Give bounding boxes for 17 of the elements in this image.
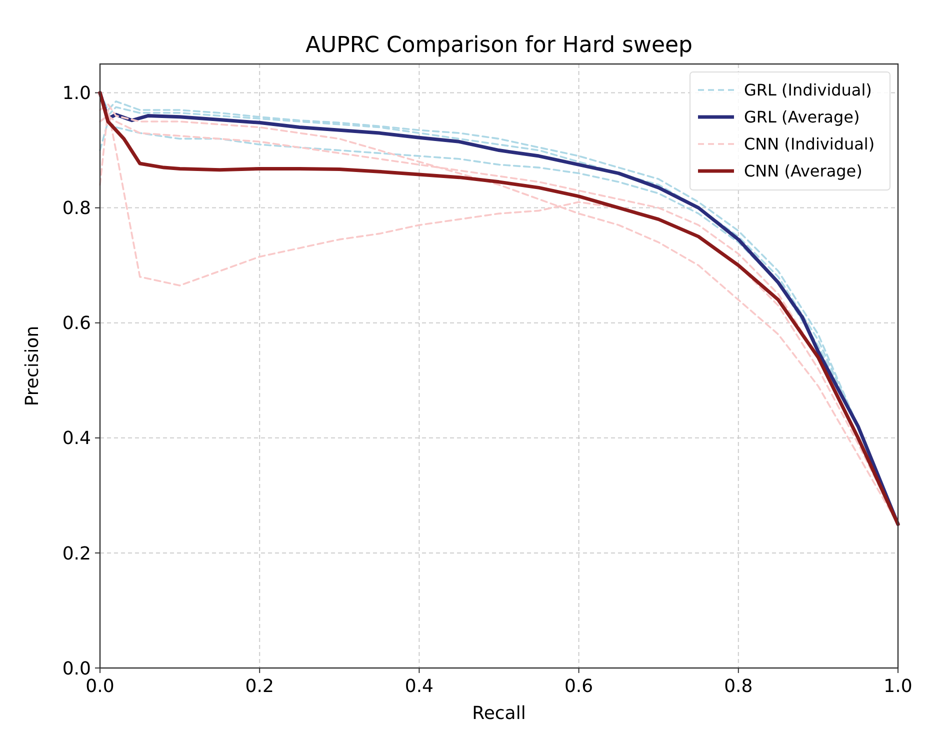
x-tick-label: 0.2 [245, 676, 274, 697]
y-tick-label: 1.0 [62, 83, 91, 104]
chart-title: AUPRC Comparison for Hard sweep [305, 33, 693, 58]
y-tick-label: 0.8 [62, 198, 91, 220]
legend-label: GRL (Average) [744, 108, 860, 127]
x-tick-label: 0.8 [724, 676, 753, 697]
y-tick-label: 0.4 [62, 428, 91, 450]
legend-label: CNN (Individual) [744, 134, 875, 154]
legend-label: GRL (Individual) [744, 80, 872, 100]
x-tick-label: 1.0 [884, 676, 912, 697]
legend-label: CNN (Average) [744, 162, 862, 181]
y-tick-label: 0.6 [62, 313, 91, 334]
y-axis-title: Precision [22, 326, 43, 406]
x-tick-label: 0.4 [404, 676, 434, 697]
y-tick-label: 0.2 [62, 543, 91, 564]
x-axis-title: Recall [472, 703, 526, 724]
x-tick-label: 0.6 [564, 676, 594, 697]
